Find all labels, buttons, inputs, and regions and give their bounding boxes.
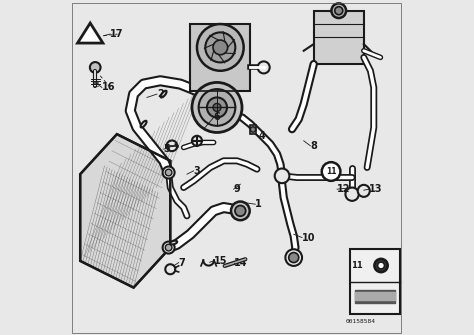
Circle shape: [213, 40, 228, 55]
Circle shape: [192, 82, 242, 132]
Circle shape: [197, 24, 244, 71]
Circle shape: [90, 62, 100, 73]
Circle shape: [166, 140, 177, 151]
Ellipse shape: [170, 241, 177, 245]
Circle shape: [275, 169, 289, 183]
Text: 11: 11: [326, 167, 337, 176]
Text: 12: 12: [337, 184, 351, 194]
Polygon shape: [314, 11, 364, 64]
Text: 3: 3: [194, 166, 201, 176]
Text: 1: 1: [255, 199, 262, 209]
Circle shape: [192, 136, 202, 146]
Circle shape: [235, 206, 246, 216]
Text: 7: 7: [179, 258, 185, 268]
Ellipse shape: [141, 121, 146, 128]
Circle shape: [165, 169, 172, 176]
Circle shape: [331, 3, 346, 18]
Circle shape: [250, 127, 255, 132]
Circle shape: [289, 253, 299, 263]
Circle shape: [335, 7, 343, 15]
Circle shape: [322, 162, 340, 181]
Text: 5: 5: [164, 144, 170, 154]
Text: 8: 8: [310, 141, 317, 151]
Circle shape: [378, 262, 384, 269]
Circle shape: [346, 188, 359, 201]
Text: 9: 9: [234, 184, 240, 194]
Circle shape: [199, 89, 235, 126]
Text: 14: 14: [234, 258, 247, 268]
Circle shape: [231, 202, 250, 220]
Text: 13: 13: [369, 184, 382, 194]
Circle shape: [358, 185, 370, 197]
Circle shape: [374, 259, 388, 272]
Text: 4: 4: [259, 131, 265, 141]
Text: 16: 16: [102, 82, 115, 92]
Circle shape: [258, 61, 270, 73]
Circle shape: [163, 166, 174, 179]
Text: 11: 11: [351, 261, 362, 270]
Circle shape: [207, 97, 227, 118]
Text: 17: 17: [110, 29, 124, 39]
Text: 10: 10: [302, 232, 316, 243]
Polygon shape: [80, 134, 170, 288]
Text: 15: 15: [214, 256, 227, 266]
Bar: [350, 249, 400, 314]
Bar: [250, 125, 255, 134]
Polygon shape: [78, 23, 103, 43]
Text: 6: 6: [214, 113, 220, 123]
Text: 2: 2: [157, 89, 164, 99]
Text: AC: AC: [86, 32, 94, 38]
Circle shape: [213, 104, 221, 112]
Ellipse shape: [161, 91, 166, 97]
Bar: [190, 24, 250, 91]
Ellipse shape: [232, 208, 239, 212]
Circle shape: [285, 249, 302, 266]
Circle shape: [163, 242, 174, 254]
Circle shape: [165, 244, 172, 251]
Circle shape: [205, 32, 235, 62]
Text: 00158584: 00158584: [346, 319, 375, 324]
